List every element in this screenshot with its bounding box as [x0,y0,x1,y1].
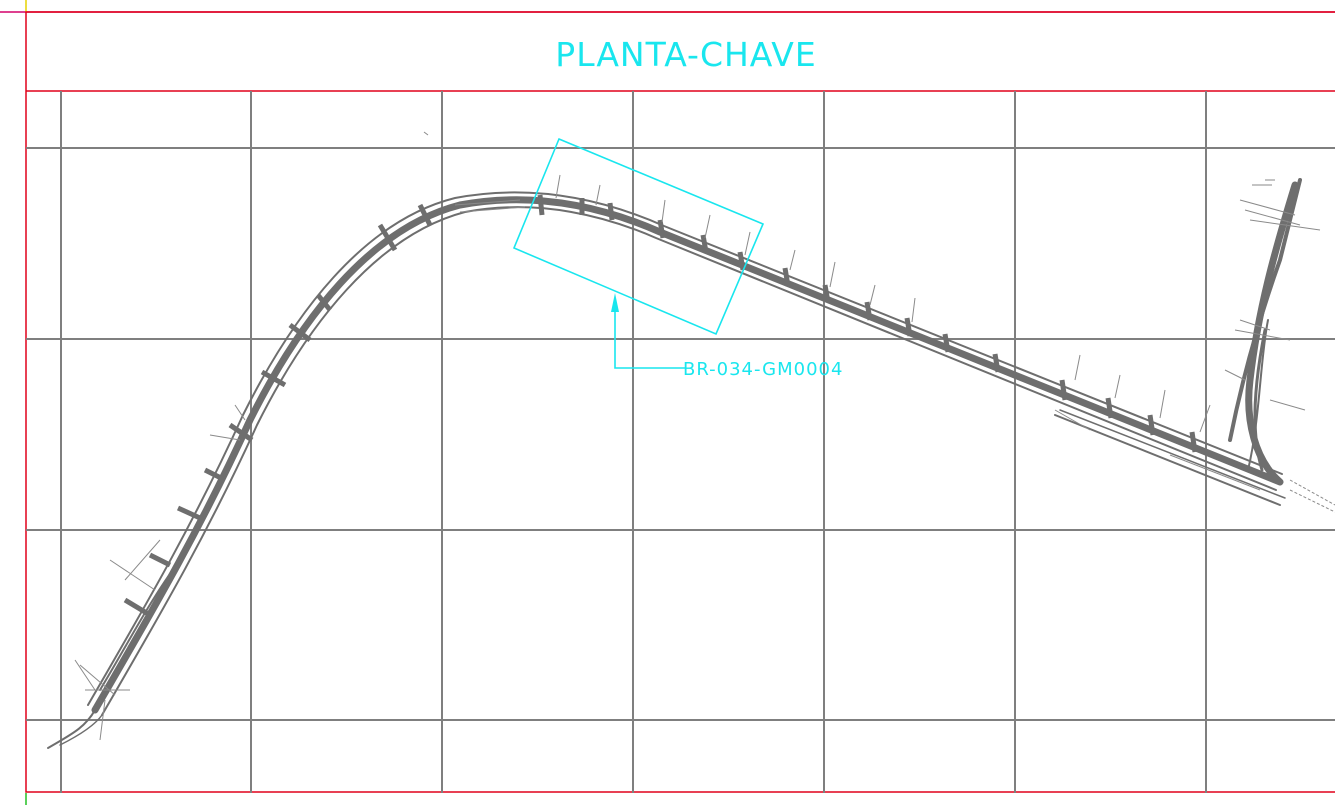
grid-ticks [60,132,1222,721]
road-edge-outer [87,191,1283,706]
road-edge-inner [101,206,1277,716]
road-main [91,181,1299,714]
cross-structures [123,194,1198,618]
parallel-road [1054,414,1281,506]
road-tail-2 [59,714,103,746]
left-service-road [99,559,181,691]
sheet-viewport-rect [512,137,765,336]
coordinate-grid [26,91,1335,793]
road-alignment [47,178,1302,749]
ramp-right [1228,178,1302,442]
title-frame [25,11,1335,793]
ramp-loop [1247,319,1269,471]
road-tail [47,709,96,749]
viewport-leader [614,300,686,369]
parallel-road-2 [1059,409,1286,499]
viewport-label: BR-034-GM0004 [683,359,843,380]
leader-arrowhead [611,293,619,312]
drawing-title: PLANTA-CHAVE [555,35,816,74]
detail-strokes [74,131,1335,741]
ramp-right-2 [1253,328,1267,472]
